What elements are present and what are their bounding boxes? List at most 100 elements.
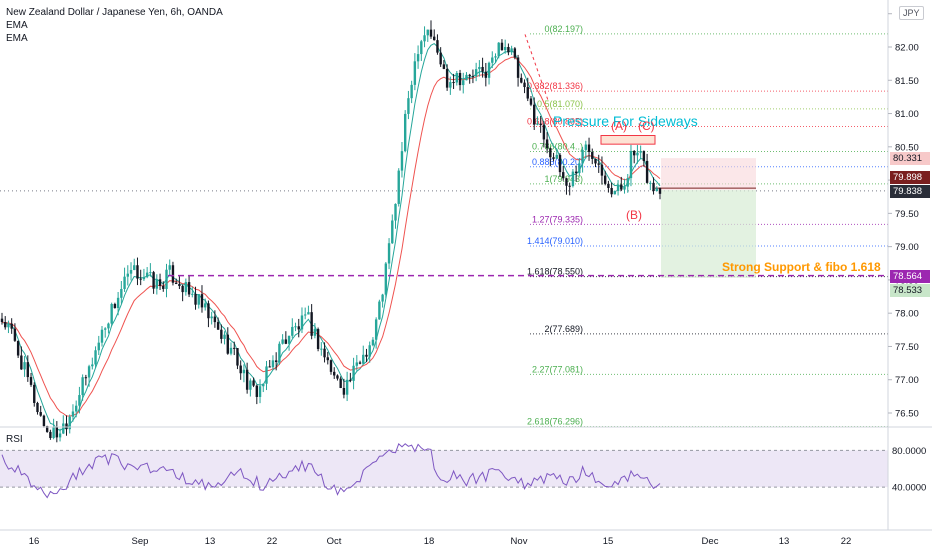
candle-body xyxy=(213,316,217,323)
candle-body xyxy=(594,158,597,164)
y-tick-label: 79.00 xyxy=(895,242,919,253)
y-tick-label: 77.00 xyxy=(895,375,919,386)
candle-body xyxy=(471,76,475,78)
candle-body xyxy=(484,71,488,78)
candle-body xyxy=(258,386,262,397)
price-tag: 79.898 xyxy=(890,171,930,184)
candle-body xyxy=(568,185,571,187)
candle-body xyxy=(197,294,200,305)
wave-b-label: (B) xyxy=(626,208,642,222)
candle-body xyxy=(233,347,236,349)
candle-body xyxy=(371,339,375,346)
candle-body xyxy=(345,379,349,395)
indicator-ema-2[interactable]: EMA xyxy=(6,33,28,44)
rsi-tick-label: 80.0000 xyxy=(892,446,926,457)
rsi-tick-label: 40.0000 xyxy=(892,483,926,494)
candle-body xyxy=(29,377,33,385)
x-tick-label: 13 xyxy=(779,536,790,547)
candle-body xyxy=(423,35,426,42)
candle-body xyxy=(607,183,610,188)
candle-body xyxy=(355,362,359,366)
y-tick-label: 81.50 xyxy=(895,76,919,87)
candle-body xyxy=(387,243,391,264)
symbol-title[interactable]: New Zealand Dollar / Japanese Yen, 6h, O… xyxy=(6,7,223,18)
candle-body xyxy=(313,329,317,336)
indicator-ema-1[interactable]: EMA xyxy=(6,20,28,31)
y-tick-label: 78.00 xyxy=(895,309,919,320)
wave-a-label: (A) xyxy=(611,119,627,133)
candle-body xyxy=(333,371,336,376)
candle-body xyxy=(165,269,168,289)
candle-body xyxy=(336,375,339,379)
candle-body xyxy=(71,411,75,417)
candle-body xyxy=(587,144,591,152)
candle-body xyxy=(220,329,223,339)
candle-body xyxy=(139,278,142,280)
candle-body xyxy=(578,163,581,174)
candle-body xyxy=(339,378,342,388)
y-tick-label: 79.50 xyxy=(895,209,919,220)
candle-body xyxy=(20,355,23,370)
candle-body xyxy=(207,303,210,319)
candle-body xyxy=(200,294,204,308)
candle-body xyxy=(110,303,113,324)
candle-body xyxy=(491,57,494,63)
candle-body xyxy=(436,40,439,53)
candle-body xyxy=(503,46,507,51)
fib-label: 2.27(77.081) xyxy=(532,364,583,374)
candle-body xyxy=(449,82,452,88)
candle-body xyxy=(368,345,371,357)
candle-body xyxy=(181,286,184,293)
candle-body xyxy=(107,323,110,329)
candle-body xyxy=(374,319,378,340)
price-tag: 78.564 xyxy=(890,270,930,283)
candle-body xyxy=(629,151,633,179)
candle-body xyxy=(39,412,42,416)
candle-body xyxy=(65,423,68,430)
candle-body xyxy=(45,426,49,432)
candle-body xyxy=(555,154,558,159)
candle-body xyxy=(52,426,55,438)
candle-body xyxy=(297,326,300,330)
candle-body xyxy=(68,416,71,430)
currency-badge[interactable]: JPY xyxy=(899,6,924,20)
candle-body xyxy=(129,270,133,274)
rsi-pane xyxy=(0,426,932,499)
candle-body xyxy=(426,29,429,36)
y-tick-label: 80.50 xyxy=(895,142,919,153)
candle-body xyxy=(510,48,513,53)
y-tick-label: 76.50 xyxy=(895,409,919,420)
candle-body xyxy=(204,303,207,308)
candle-body xyxy=(474,69,478,77)
fib-label: 1.27(79.335) xyxy=(532,214,583,224)
rsi-line xyxy=(1,443,661,499)
candle-body xyxy=(365,354,368,357)
wave-c-label: (C) xyxy=(638,119,655,133)
candle-body xyxy=(620,184,623,190)
candle-body xyxy=(184,282,188,293)
candle-body xyxy=(616,184,620,191)
candle-body xyxy=(384,263,388,295)
candle-body xyxy=(433,36,436,41)
x-tick-label: Nov xyxy=(511,536,528,547)
candle-body xyxy=(445,68,449,88)
price-tag: 80.331 xyxy=(890,152,930,165)
candle-body xyxy=(36,402,39,413)
fib-label: 0(82.197) xyxy=(544,24,583,34)
candle-body xyxy=(300,315,304,330)
candle-body xyxy=(513,48,517,58)
rsi-label[interactable]: RSI xyxy=(6,434,23,445)
candle-body xyxy=(342,387,346,395)
candle-body xyxy=(403,113,407,152)
candle-body xyxy=(307,312,310,315)
candle-body xyxy=(113,303,117,309)
candle-body xyxy=(539,123,542,126)
target-zone xyxy=(661,190,756,278)
candle-body xyxy=(626,178,629,187)
candle-body xyxy=(265,366,268,384)
candle-body xyxy=(545,139,549,149)
candle-body xyxy=(274,360,278,362)
candle-body xyxy=(571,171,575,187)
candle-body xyxy=(429,29,433,37)
